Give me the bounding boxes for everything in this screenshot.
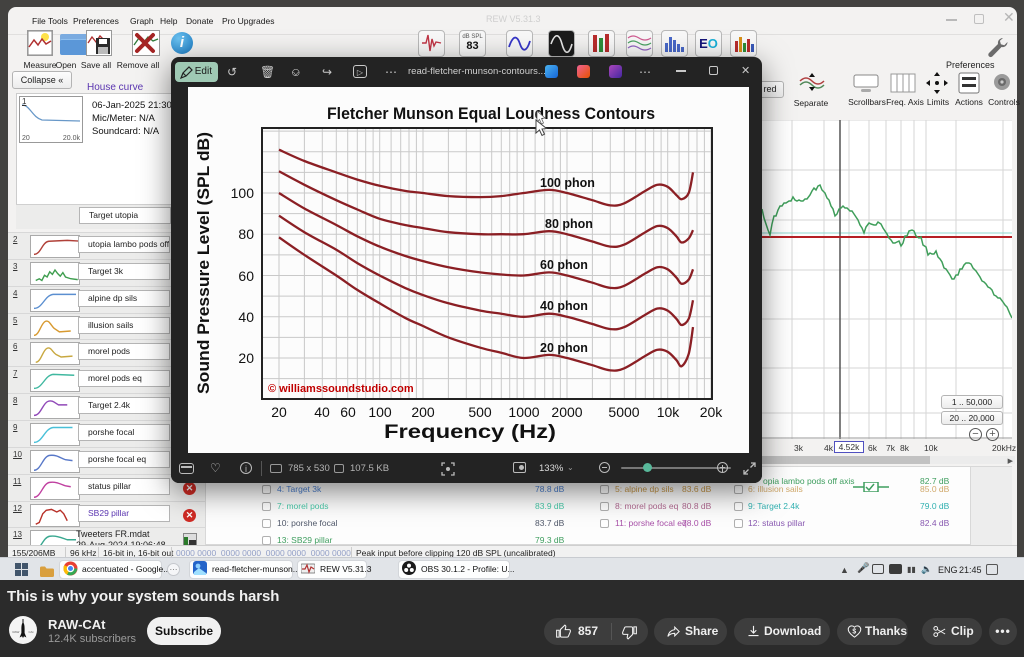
svg-text:RAW: RAW [13,630,20,634]
svg-text:$: $ [852,629,856,636]
svg-text:10k: 10k [657,404,681,420]
svg-text:60: 60 [238,268,254,284]
svg-text:500: 500 [468,404,492,420]
svg-text:60 phon: 60 phon [540,258,588,272]
svg-text:60: 60 [340,404,356,420]
svg-text:2000: 2000 [551,404,582,420]
svg-text:Fletcher Munson Equal Loudness: Fletcher Munson Equal Loudness Contours [327,104,655,123]
svg-text:80 phon: 80 phon [545,217,593,231]
svg-text:100 phon: 100 phon [540,176,595,190]
svg-text:80: 80 [238,226,254,242]
svg-text:40 phon: 40 phon [540,299,588,313]
svg-text:20: 20 [238,350,254,366]
svg-text:5000: 5000 [608,404,639,420]
svg-text:40: 40 [238,309,254,325]
svg-text:CAt: CAt [29,630,34,634]
svg-text:200: 200 [411,404,435,420]
svg-text:1000: 1000 [508,404,539,420]
svg-text:Frequency (Hz): Frequency (Hz) [384,422,556,443]
svg-text:100: 100 [368,404,392,420]
svg-text:20 phon: 20 phon [540,341,588,355]
svg-text:100: 100 [231,185,255,201]
svg-text:© williamssoundstudio.com: © williamssoundstudio.com [268,383,414,395]
svg-text:20k: 20k [700,404,724,420]
svg-text:Sound Pressure Level (SPL dB): Sound Pressure Level (SPL dB) [194,132,213,394]
svg-text:20: 20 [271,404,287,420]
svg-text:40: 40 [314,404,330,420]
